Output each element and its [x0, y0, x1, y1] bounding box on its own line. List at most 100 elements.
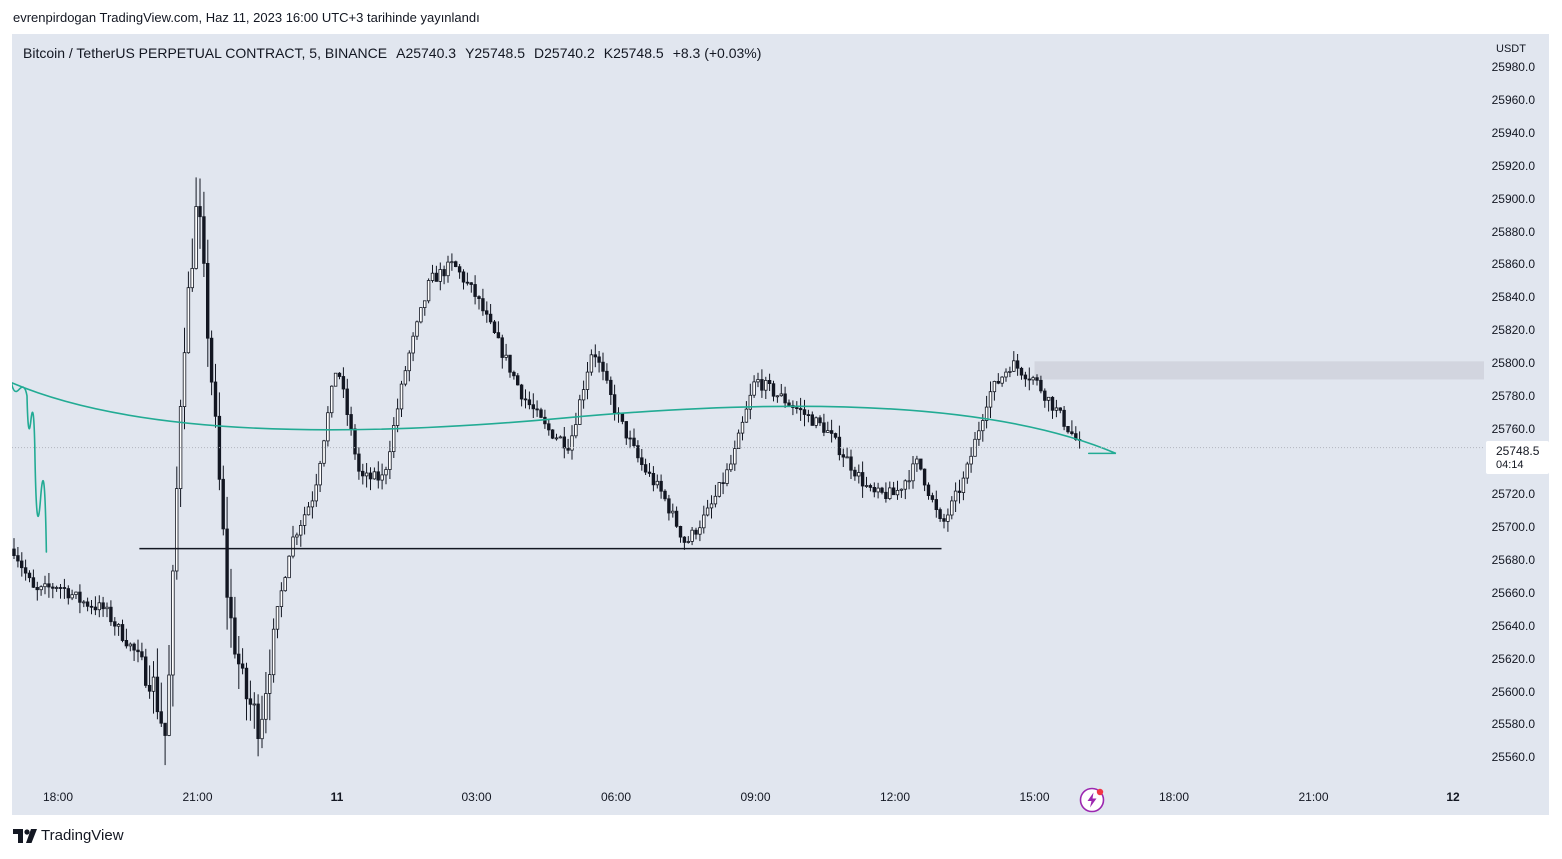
candle-body [659, 480, 663, 492]
candle-body [647, 471, 652, 474]
candle-body [1019, 367, 1024, 376]
time-tick-label: 18:00 [42, 790, 74, 804]
candle-body [965, 463, 969, 479]
candle-body [783, 393, 787, 404]
candle-body [717, 482, 721, 497]
candle-body [632, 437, 636, 447]
change-value: +8.3 (+0.03%) [672, 45, 762, 61]
candle-body [508, 354, 512, 373]
candle-body [434, 272, 439, 282]
candle-body [872, 486, 876, 493]
candle-body [636, 445, 640, 459]
candle-body [233, 617, 237, 655]
price-tick-label: 25600.0 [1491, 684, 1535, 699]
chart-frame[interactable]: Bitcoin / TetherUS PERPETUAL CONTRACT, 5… [12, 34, 1549, 815]
price-tick-label: 25960.0 [1491, 93, 1535, 108]
candle-body [1058, 407, 1062, 411]
candle-body [535, 408, 539, 411]
drawings[interactable] [12, 382, 1484, 553]
candle-body [1031, 377, 1035, 381]
candle-body [205, 262, 210, 339]
candle-body [438, 269, 442, 282]
candle-body [868, 485, 873, 488]
price-tick-label: 25840.0 [1491, 290, 1535, 305]
candle-body [380, 474, 384, 481]
candle-body [1008, 370, 1012, 373]
candle-body [1004, 371, 1008, 378]
candle-body [1023, 374, 1028, 380]
candle-body [136, 649, 140, 653]
price-tick-label: 25860.0 [1491, 257, 1535, 272]
candle-body [721, 482, 725, 485]
candle-body [601, 361, 605, 372]
candle-body [267, 674, 272, 694]
candle-body [996, 380, 1000, 384]
candle-body [35, 587, 39, 591]
candle-body [574, 424, 578, 437]
candle-body [469, 282, 473, 285]
price-tick-label: 25980.0 [1491, 60, 1535, 75]
candle-body [992, 380, 997, 393]
time-tick-label: 18:00 [1158, 790, 1190, 804]
candle-body [264, 693, 268, 720]
candle-body [1046, 396, 1051, 401]
plot-area[interactable]: Bitcoin / TetherUS PERPETUAL CONTRACT, 5… [12, 34, 1484, 815]
price-tick-label: 25560.0 [1491, 750, 1535, 765]
candle-body [388, 451, 392, 470]
time-axis[interactable]: 18:00 21:00 11 03:00 06:00 09:00 12:00 15:00 18:… [12, 781, 1484, 815]
candle-body [957, 490, 962, 493]
low-value: D25740.2 [534, 45, 595, 61]
candle-body [713, 495, 718, 505]
candlestick-chart[interactable] [12, 34, 1484, 815]
candle-body [109, 606, 113, 623]
brand[interactable]: TradingView [13, 827, 124, 844]
price-tick-label: 25760.0 [1491, 421, 1535, 436]
candle-body [461, 271, 466, 283]
candle-body [899, 488, 904, 491]
candle-body [1035, 377, 1039, 381]
candle-body [550, 429, 555, 439]
projection-curve[interactable] [12, 382, 1117, 553]
candle-body [1062, 409, 1066, 427]
candle-body [891, 487, 896, 496]
candle-body [1039, 379, 1043, 392]
candle-body [120, 624, 125, 641]
candle-body [1066, 425, 1070, 433]
time-tick-label: 15:00 [1019, 790, 1050, 804]
symbol-legend[interactable]: Bitcoin / TetherUS PERPETUAL CONTRACT, 5… [23, 45, 761, 61]
candle-body [733, 448, 737, 465]
symbol-name[interactable]: Bitcoin / TetherUS PERPETUAL CONTRACT, 5… [23, 45, 388, 61]
candle-body [930, 495, 935, 500]
candle-body [841, 454, 845, 458]
candle-body [329, 385, 334, 414]
candle-body [736, 432, 741, 450]
price-tick-label: 25920.0 [1491, 158, 1535, 173]
candle-body [302, 514, 307, 526]
tradingview-logo-icon [13, 828, 37, 843]
candle-body [159, 711, 163, 724]
candle-body [694, 529, 698, 535]
price-axis[interactable]: USDT 25980.0 25960.0 25940.0 25920.0 25900.0… [1484, 34, 1549, 815]
candle-body [298, 524, 303, 536]
candle-body [570, 435, 574, 451]
candle-body [275, 606, 280, 630]
axis-currency[interactable]: USDT [1496, 43, 1526, 55]
candle-body [132, 643, 136, 651]
candle-body [174, 488, 179, 572]
candle-body [31, 577, 36, 588]
candle-body [457, 266, 462, 273]
candle-body [829, 430, 834, 434]
candle-body [961, 477, 966, 494]
resistance-zone[interactable] [1034, 361, 1485, 380]
candle-body [422, 300, 427, 308]
candle-body [213, 381, 218, 417]
candle-body [407, 352, 411, 372]
candle-body [756, 379, 760, 383]
flash-icon[interactable] [1079, 787, 1105, 813]
candle-body [143, 656, 148, 686]
price-tick-label: 25800.0 [1491, 356, 1535, 370]
candle-body [674, 510, 679, 527]
candle-body [585, 371, 590, 390]
candle-body [946, 514, 950, 522]
supply-zone-rect[interactable] [1034, 361, 1485, 380]
